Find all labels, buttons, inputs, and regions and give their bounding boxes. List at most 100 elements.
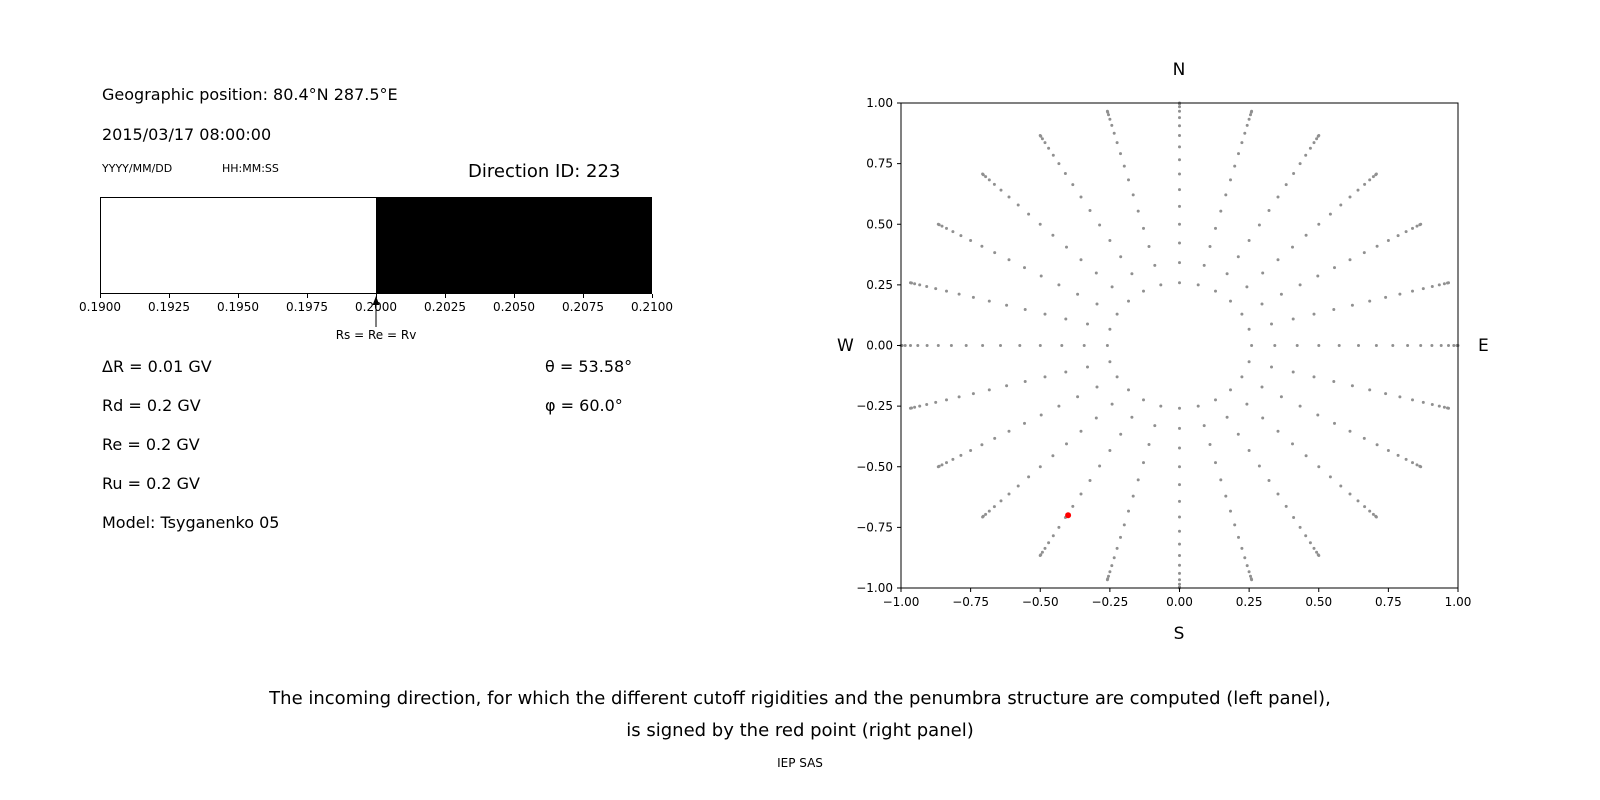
- direction-dot: [903, 344, 907, 347]
- direction-dot: [1317, 134, 1321, 137]
- direction-dot: [1430, 344, 1434, 347]
- direction-dot: [1249, 113, 1252, 117]
- direction-dot: [1130, 415, 1134, 419]
- direction-dot: [1421, 287, 1425, 291]
- x-tick-label: 1.00: [1445, 595, 1472, 609]
- direction-dot: [1178, 281, 1181, 285]
- penumbra-segment: [376, 198, 651, 293]
- direction-dot: [1304, 233, 1308, 237]
- direction-dot: [1178, 426, 1181, 430]
- direction-dot: [1442, 405, 1446, 409]
- direction-dot: [1112, 131, 1116, 135]
- direction-dot: [1312, 141, 1316, 145]
- x-tick-label: 0.25: [1236, 595, 1263, 609]
- direction-dot: [913, 405, 917, 409]
- direction-dot: [1304, 153, 1308, 157]
- direction-dot: [987, 178, 991, 182]
- direction-dot: [1208, 245, 1212, 248]
- direction-dot: [1371, 175, 1375, 179]
- direction-dot: [1333, 421, 1336, 425]
- direction-dot: [951, 230, 955, 234]
- direction-dot: [1411, 461, 1414, 465]
- x-tick-mark: [376, 294, 377, 298]
- direction-dot: [1095, 302, 1099, 306]
- direction-dot: [1119, 152, 1122, 156]
- direction-dot: [1348, 195, 1352, 199]
- direction-dot: [1219, 478, 1223, 482]
- direction-dot: [1348, 258, 1352, 262]
- direction-dot: [1386, 449, 1390, 452]
- direction-dot: [1007, 195, 1011, 199]
- direction-dot: [1250, 344, 1254, 347]
- direction-dot: [1112, 556, 1116, 560]
- direction-dot: [959, 453, 963, 457]
- direction-dot: [1442, 282, 1446, 286]
- direction-dot: [913, 282, 917, 286]
- direction-dot: [1276, 492, 1280, 496]
- direction-dot: [1023, 308, 1027, 311]
- direction-dot: [1079, 429, 1083, 433]
- direction-dot: [1240, 141, 1244, 145]
- direction-dot: [971, 392, 975, 396]
- direction-dot: [959, 234, 963, 238]
- direction-dot: [1312, 546, 1316, 550]
- direction-dot: [1051, 454, 1055, 458]
- direction-dot: [1039, 413, 1043, 417]
- direction-dot: [1260, 385, 1264, 389]
- direction-dot: [1292, 516, 1296, 519]
- direction-dot: [1178, 172, 1181, 176]
- direction-dot: [1291, 317, 1295, 321]
- direction-dot: [1317, 554, 1321, 557]
- direction-dot: [1136, 478, 1140, 482]
- direction-dot: [1142, 226, 1145, 230]
- direction-dot: [1368, 178, 1372, 182]
- direction-dot: [1250, 578, 1254, 582]
- direction-dot: [1357, 344, 1360, 347]
- direction-dot: [1371, 512, 1375, 516]
- direction-dot: [1332, 380, 1336, 383]
- direction-dot: [1108, 360, 1112, 364]
- direction-dot: [1119, 432, 1123, 436]
- direction-dot: [1362, 251, 1366, 255]
- direction-dot: [1142, 461, 1145, 465]
- direction-dot: [1363, 505, 1367, 509]
- direction-dot: [1257, 223, 1261, 227]
- direction-dot: [1332, 308, 1336, 311]
- direction-dot: [1178, 563, 1181, 567]
- direction-dot: [1291, 370, 1295, 374]
- x-tick-label: 0.1900: [79, 300, 121, 314]
- direction-dot: [957, 395, 961, 399]
- x-tick-label: −0.25: [1091, 595, 1128, 609]
- credit-label: IEP SAS: [777, 756, 823, 770]
- compass-south-label: S: [1173, 624, 1185, 644]
- direction-dot: [1247, 449, 1251, 452]
- y-tick-label: −0.75: [856, 520, 893, 534]
- direction-dot: [1057, 162, 1061, 166]
- direction-dot: [1312, 375, 1316, 379]
- direction-dot: [1178, 158, 1181, 162]
- direction-dot: [1018, 344, 1022, 347]
- x-tick-mark: [238, 294, 239, 298]
- direction-dot: [1086, 365, 1089, 369]
- theta-value: θ = 53.58°: [545, 357, 633, 376]
- direction-dot: [1178, 406, 1181, 410]
- direction-dot: [1247, 327, 1251, 331]
- direction-dot: [1043, 375, 1047, 379]
- direction-dot: [1127, 178, 1130, 182]
- direction-dot: [1153, 263, 1157, 267]
- direction-dot: [1007, 429, 1011, 433]
- y-tick-label: 1.00: [866, 96, 893, 110]
- direction-dot: [964, 344, 968, 347]
- direction-dot: [1115, 312, 1119, 316]
- direction-dot: [1159, 404, 1163, 408]
- direction-dot: [1130, 272, 1134, 276]
- direction-dot: [1178, 241, 1181, 245]
- direction-dot: [1368, 388, 1372, 392]
- direction-dot: [1108, 570, 1112, 574]
- direction-dot: [1279, 292, 1283, 296]
- direction-dot: [1136, 209, 1140, 213]
- direction-dot: [1257, 464, 1261, 468]
- direction-dot: [936, 222, 940, 226]
- direction-dot: [1447, 406, 1450, 410]
